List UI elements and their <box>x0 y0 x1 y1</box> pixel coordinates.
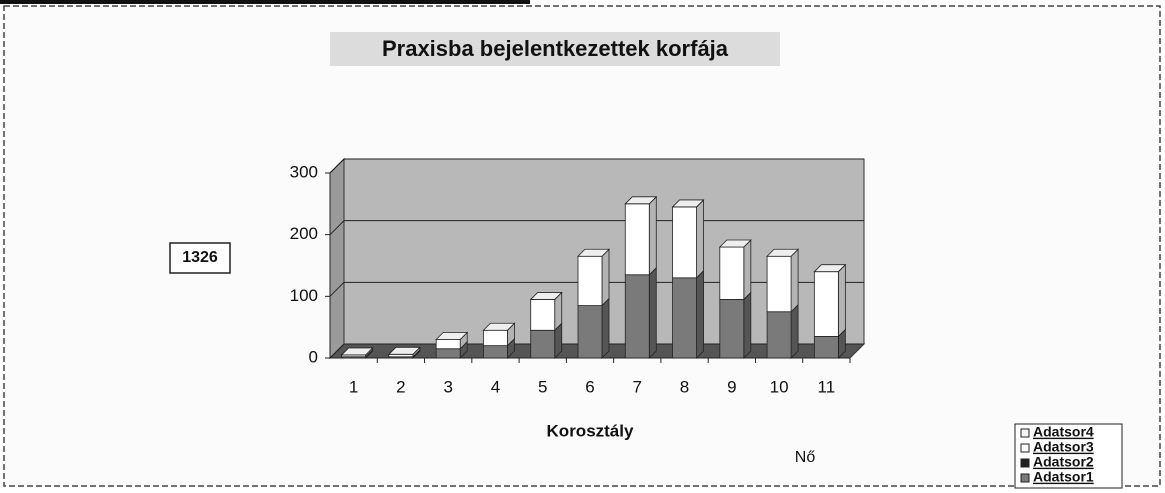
chart-title: Praxisba bejelentkezettek korfája <box>382 36 729 61</box>
title-bg <box>330 32 780 66</box>
legend-label: Adatsor1 <box>1033 469 1094 485</box>
bar-top <box>766 248 800 257</box>
bar-top <box>671 199 705 208</box>
grid-line-side <box>329 220 345 236</box>
bar-side <box>696 269 704 359</box>
bar-side <box>696 198 704 279</box>
legend-swatch <box>1020 443 1030 453</box>
x-tick-label: 6 <box>585 377 594 396</box>
bar-side <box>601 297 610 359</box>
legend-label: Adatsor3 <box>1033 439 1094 455</box>
x-tick-label: 11 <box>818 377 836 396</box>
x-tick-label: 2 <box>396 377 405 396</box>
bar <box>577 255 603 306</box>
x-tick-label: 7 <box>633 377 642 396</box>
bar-side <box>790 248 799 313</box>
bar-top <box>577 248 610 257</box>
annotation: Nő <box>795 449 816 466</box>
bar <box>530 299 556 331</box>
bar-side <box>837 263 846 338</box>
x-axis-label: Korosztály <box>547 421 634 440</box>
bar-side <box>743 239 752 301</box>
bar-top <box>529 292 563 300</box>
legend-swatch <box>1020 428 1030 438</box>
bar <box>530 329 556 359</box>
x-tick-label: 8 <box>680 377 689 396</box>
bar-side <box>601 248 610 307</box>
x-tick-label: 3 <box>443 377 452 396</box>
grid-line-side <box>329 281 345 297</box>
y-tick-label: 200 <box>290 224 318 243</box>
y-tick-label: 300 <box>290 162 318 181</box>
legend-swatch <box>1020 473 1030 483</box>
grid-line-side <box>329 343 345 359</box>
grid-line-side <box>329 158 345 174</box>
bar-side <box>790 303 799 359</box>
bar <box>483 345 508 359</box>
legend-swatch <box>1020 458 1030 468</box>
x-tick-label: 4 <box>491 377 500 396</box>
bar-top <box>482 322 516 331</box>
bar <box>719 246 745 300</box>
total-box <box>169 242 231 274</box>
y-tick-label: 100 <box>290 286 318 305</box>
bar <box>435 339 461 350</box>
x-tick-label: 10 <box>770 377 789 396</box>
bar <box>672 277 697 359</box>
bar <box>483 329 508 347</box>
bar-side <box>648 195 657 276</box>
x-tick-label: 1 <box>349 377 358 396</box>
y-tick-label: 0 <box>309 347 318 366</box>
x-tick-label: 5 <box>538 377 547 396</box>
bar <box>719 299 745 359</box>
bar <box>766 255 792 313</box>
bar <box>624 274 650 359</box>
bar <box>435 348 461 359</box>
bar-top <box>387 346 421 355</box>
x-tick-label: 9 <box>727 377 736 396</box>
bar-top <box>813 264 847 273</box>
bar-top <box>340 347 374 356</box>
side-wall <box>329 157 345 360</box>
bar <box>577 305 603 359</box>
total-label: 1326 <box>182 249 218 266</box>
bar-side <box>648 266 657 359</box>
bar <box>672 206 697 279</box>
bar-top <box>624 196 658 205</box>
bar <box>624 203 650 276</box>
bar-top <box>718 239 752 248</box>
bar <box>813 271 839 337</box>
legend-label: Adatsor2 <box>1033 454 1094 470</box>
bar-top <box>435 332 469 340</box>
legend-box <box>1014 423 1123 489</box>
bar <box>766 311 792 359</box>
bar-side <box>743 291 752 359</box>
bar <box>813 336 839 359</box>
legend-label: Adatsor4 <box>1033 424 1094 440</box>
